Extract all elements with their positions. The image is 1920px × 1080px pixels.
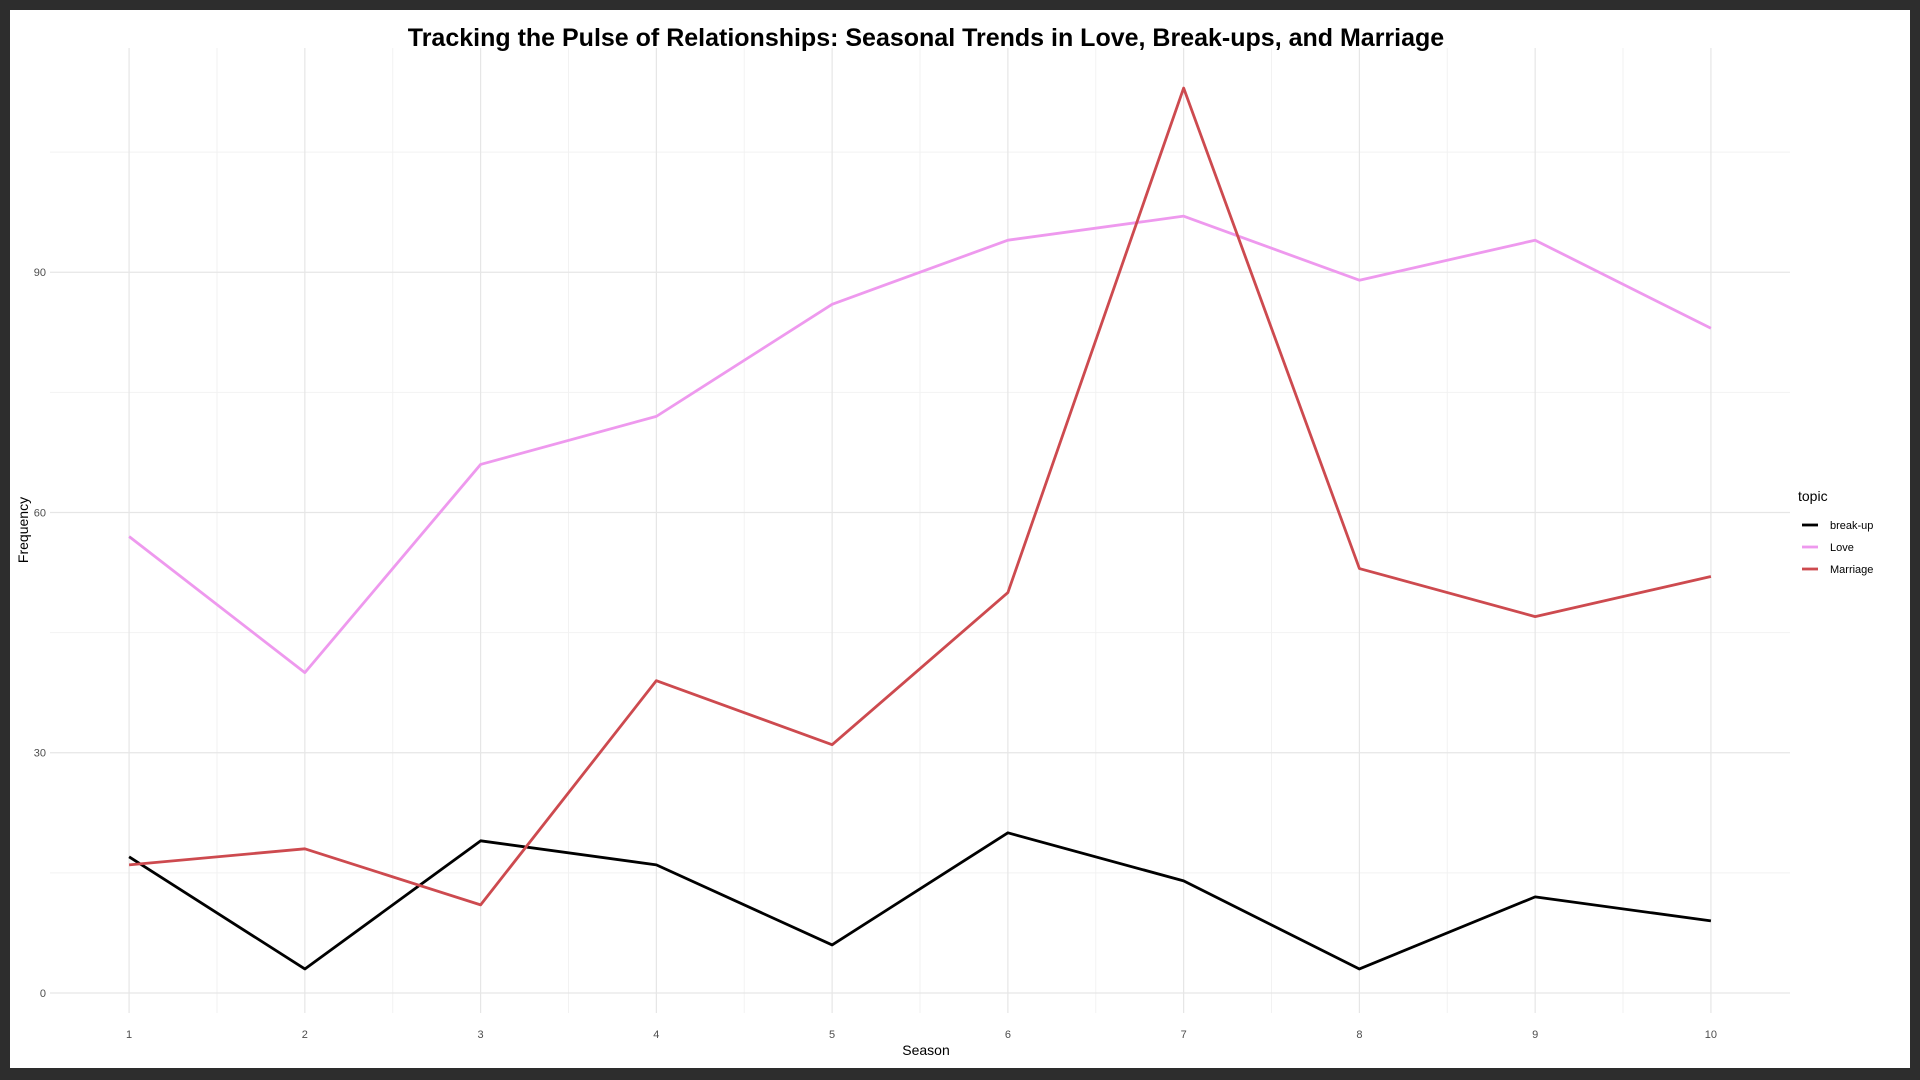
legend-label-marriage: Marriage (1830, 564, 1873, 576)
x-tick-label: 7 (1181, 1029, 1187, 1041)
y-tick-label: 30 (34, 748, 46, 760)
x-tick-label: 8 (1356, 1029, 1362, 1041)
series-line-marriage (128, 86, 1712, 907)
y-tick-label: 0 (40, 988, 46, 1000)
x-tick-label: 3 (478, 1029, 484, 1041)
legend-label-break-up: break-up (1830, 520, 1873, 532)
y-axis-title: Frequency (15, 497, 31, 563)
chart-panel: Tracking the Pulse of Relationships: Sea… (10, 10, 1910, 1068)
line-chart: Tracking the Pulse of Relationships: Sea… (15, 24, 1873, 1058)
grid (50, 48, 1790, 1013)
chart-title: Tracking the Pulse of Relationships: Sea… (408, 24, 1444, 52)
series-line-break-up (128, 831, 1712, 971)
x-tick-label: 2 (302, 1029, 308, 1041)
y-tick-label: 60 (34, 507, 46, 519)
legend: topic break-up Love Marriage (1798, 488, 1873, 576)
x-tick-label: 1 (126, 1029, 132, 1041)
y-axis-ticks: 0 30 60 90 (34, 267, 46, 1000)
legend-label-love: Love (1830, 542, 1854, 554)
series-line-love (128, 214, 1712, 675)
x-tick-label: 6 (1005, 1029, 1011, 1041)
x-tick-label: 10 (1705, 1029, 1717, 1041)
x-axis-title: Season (902, 1042, 949, 1058)
legend-title: topic (1798, 488, 1828, 504)
x-tick-label: 9 (1532, 1029, 1538, 1041)
series-group (128, 86, 1712, 971)
x-tick-label: 4 (653, 1029, 659, 1041)
y-tick-label: 90 (34, 267, 46, 279)
x-axis-ticks: 1 2 3 4 5 6 7 8 9 10 (126, 1029, 1717, 1041)
x-tick-label: 5 (829, 1029, 835, 1041)
